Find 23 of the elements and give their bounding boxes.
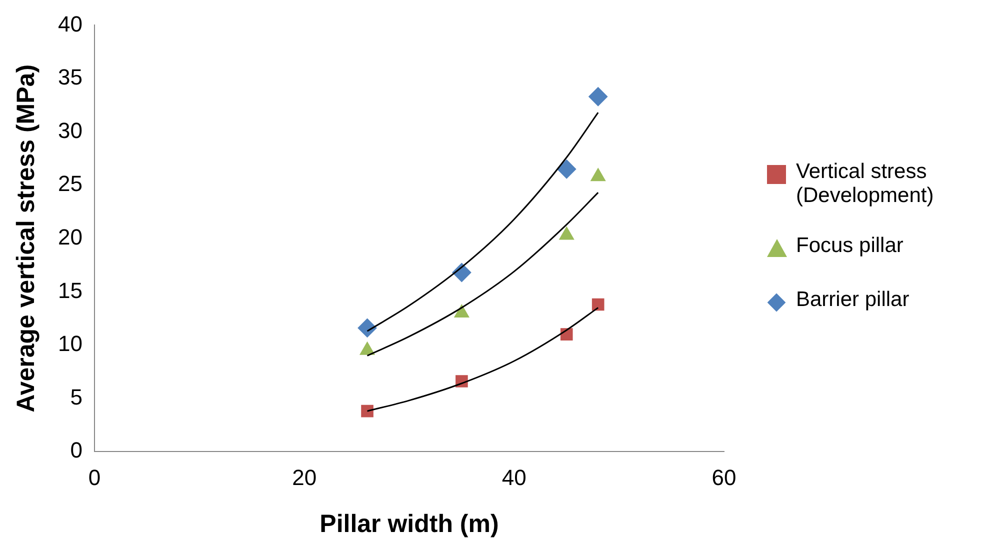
point — [592, 298, 604, 311]
legend-label: Vertical stress (Development) — [796, 160, 935, 208]
x-tick-label: 60 — [712, 464, 736, 490]
y-tick-label: 35 — [58, 64, 82, 90]
y-tick-label: 40 — [58, 11, 82, 36]
point — [557, 160, 576, 179]
y-tick-label: 10 — [58, 331, 82, 356]
point — [361, 404, 374, 418]
y-axis-title: Average vertical stress (MPa) — [12, 64, 40, 412]
x-tick-label: 40 — [502, 464, 526, 490]
y-tick-label: 20 — [58, 224, 82, 250]
y-tick-label: 15 — [58, 278, 82, 303]
x-tick-label: 20 — [292, 464, 317, 490]
y-tick-label: 25 — [58, 171, 82, 196]
x-tick-label: 0 — [88, 464, 101, 490]
legend-label: Barrier pillar — [796, 288, 910, 312]
point — [588, 87, 608, 106]
legend-label: Focus pillar — [796, 234, 904, 258]
point — [358, 318, 377, 338]
y-tick-label: 5 — [70, 384, 82, 410]
y-tick-label: 0 — [70, 438, 82, 463]
x-axis-title: Pillar width (m) — [320, 510, 499, 538]
y-tick-label: 30 — [58, 118, 82, 143]
